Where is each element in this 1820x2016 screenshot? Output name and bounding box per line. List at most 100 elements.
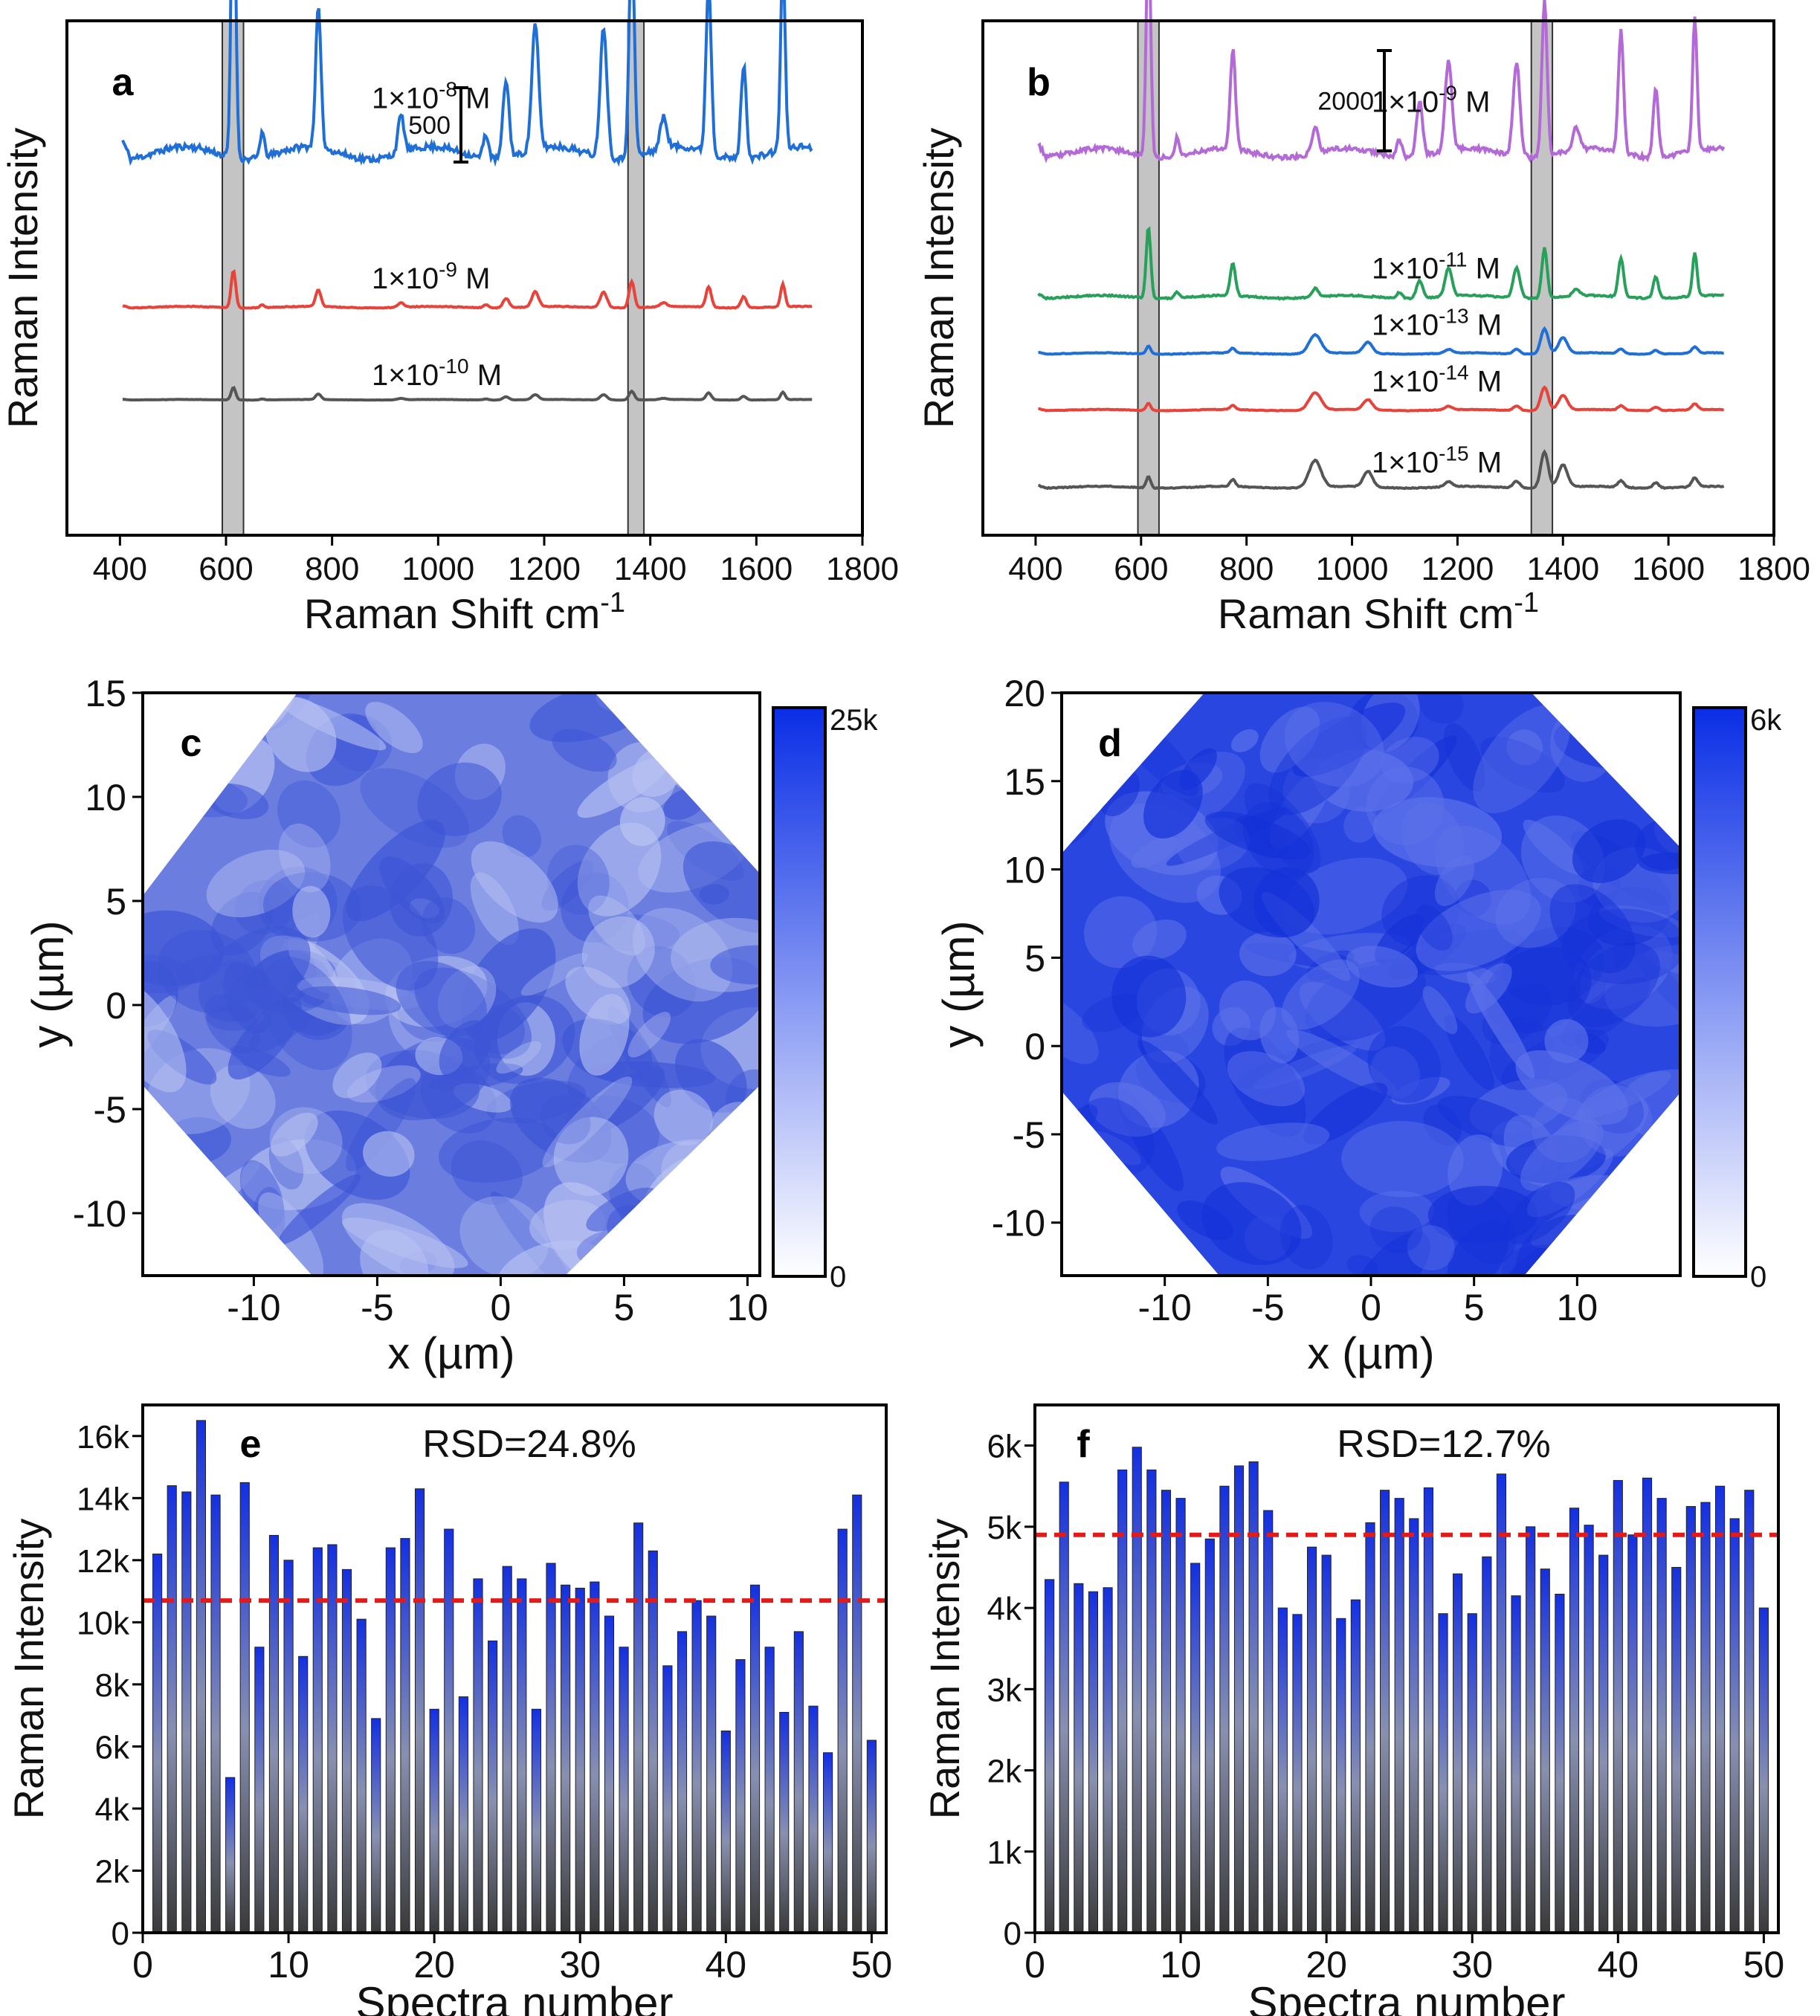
map-patch-c — [277, 780, 341, 848]
x-tick-label-b-800: 800 — [1219, 551, 1274, 587]
series-line-b-4 — [1038, 449, 1725, 491]
bar-f-34 — [1526, 1526, 1536, 1933]
bar-e-47 — [822, 1752, 833, 1933]
bar-e-33 — [619, 1647, 629, 1933]
map-patch-c — [269, 1107, 343, 1175]
map-patch-d — [1523, 819, 1584, 875]
map-patch-d — [1366, 766, 1445, 846]
map-patch-c — [342, 885, 439, 991]
bar-f-50 — [1758, 1607, 1769, 1933]
colorbar-c — [772, 706, 827, 1278]
map-patch-c — [496, 1041, 542, 1074]
map-patch-c — [365, 702, 423, 754]
bar-e-39 — [706, 1615, 717, 1933]
bar-e-10 — [283, 1560, 294, 1933]
map-patch-c — [143, 777, 205, 824]
y-tick-label-d-20: 20 — [1004, 673, 1045, 714]
series-line-b-2 — [1038, 326, 1724, 356]
map-patch-c — [332, 1052, 382, 1099]
x-tick-label-e-0: 0 — [132, 1944, 153, 1986]
y-axis-label-d: y (µm) — [934, 920, 984, 1047]
bar-f-43 — [1656, 1498, 1667, 1933]
y-tick-label-f-2000: 2k — [987, 1754, 1022, 1790]
map-patch-d — [1346, 946, 1419, 988]
y-tick-label-d-0: 0 — [1024, 1026, 1045, 1067]
map-patch-d — [1506, 729, 1543, 766]
y-axis-label-f: Raman Intensity — [921, 1519, 968, 1820]
y-axis-label-e: Raman Intensity — [5, 1519, 52, 1820]
y-tick-label-d--5: -5 — [1013, 1114, 1045, 1156]
map-patch-c — [650, 693, 700, 719]
x-tick-label-a-1200: 1200 — [508, 551, 581, 587]
y-tick-label-f-4000: 4k — [987, 1591, 1022, 1627]
bar-e-36 — [662, 1665, 673, 1933]
map-patch-c — [552, 728, 617, 772]
bar-f-48 — [1729, 1518, 1740, 1933]
panel-label-e: e — [240, 1423, 262, 1466]
bar-e-42 — [749, 1584, 761, 1933]
map-patch-c — [438, 1117, 559, 1183]
colorbar-max-label-c: 25k — [830, 704, 878, 737]
map-patch-d — [1381, 737, 1439, 784]
map-patch-d — [1292, 702, 1406, 778]
plot-frame-f — [1033, 1403, 1780, 1934]
x-axis-label-e: Spectra number — [356, 1978, 674, 2016]
map-patch-c — [439, 1020, 492, 1080]
map-patch-c — [360, 1230, 429, 1276]
colorbar-min-label-d: 0 — [1750, 1261, 1766, 1293]
map-patch-d — [1415, 904, 1453, 951]
x-tick-label-a-1000: 1000 — [401, 551, 474, 587]
series-label-a-1: 1×10-9 M — [372, 258, 490, 295]
map-patch-d — [1549, 884, 1636, 973]
x-axis-label-f: Spectra number — [1248, 1978, 1566, 2016]
x-tick-label-c-5: 5 — [613, 1287, 634, 1328]
bar-e-30 — [575, 1587, 585, 1933]
panel-a-spectra-chart: 1×10-8 M 1×10-9 M 1×10-10 M 400 600 800 1000 12… — [0, 0, 899, 637]
bar-f-44 — [1671, 1566, 1682, 1933]
bar-f-30 — [1467, 1613, 1477, 1933]
map-patch-d — [1352, 1232, 1431, 1276]
bar-f-45 — [1685, 1506, 1696, 1933]
x-axis-label-b: Raman Shift cm-1 — [1218, 587, 1539, 637]
bar-f-41 — [1627, 1534, 1638, 1933]
bar-f-27 — [1423, 1487, 1433, 1933]
map-patch-d — [1407, 1225, 1455, 1270]
map-patch-d — [1422, 986, 1458, 1035]
x-axis-label-d: x (µm) — [1307, 1328, 1434, 1378]
bar-f-49 — [1744, 1490, 1755, 1933]
bar-f-10 — [1175, 1498, 1186, 1933]
map-patch-c — [206, 850, 306, 918]
bar-f-5 — [1103, 1587, 1113, 1933]
bar-f-47 — [1714, 1485, 1726, 1933]
bar-f-23 — [1365, 1522, 1375, 1933]
bar-f-24 — [1380, 1490, 1390, 1933]
map-patch-d — [1201, 1182, 1302, 1265]
map-patch-c — [459, 1196, 549, 1276]
map-patch-d — [1444, 1014, 1494, 1091]
bar-f-28 — [1438, 1613, 1448, 1933]
map-patch-d — [1303, 1082, 1388, 1145]
bar-f-17 — [1277, 1607, 1288, 1933]
map-patch-c — [661, 1141, 720, 1199]
annotation-e: RSD=24.8% — [422, 1423, 636, 1466]
map-patch-d — [1603, 709, 1636, 745]
bar-f-13 — [1219, 1485, 1230, 1933]
bar-e-22 — [458, 1696, 468, 1933]
map-patch-c — [206, 1005, 258, 1031]
panel-label-f: f — [1077, 1423, 1090, 1466]
map-patch-c — [682, 841, 760, 933]
y-tick-label-f-5000: 5k — [987, 1510, 1022, 1546]
bar-e-41 — [735, 1658, 746, 1933]
map-patch-c — [363, 1131, 415, 1177]
bar-e-45 — [793, 1631, 804, 1933]
map-patch-d — [1561, 908, 1680, 984]
map-patch-d — [1391, 1076, 1450, 1105]
bar-e-13 — [327, 1544, 338, 1933]
map-patch-d — [1515, 1050, 1629, 1125]
bar-e-2 — [167, 1485, 177, 1933]
map-patch-d — [1372, 797, 1503, 868]
bar-e-5 — [210, 1494, 221, 1933]
x-tick-label-b-1200: 1200 — [1421, 551, 1494, 587]
map-patch-d — [1227, 1051, 1306, 1107]
